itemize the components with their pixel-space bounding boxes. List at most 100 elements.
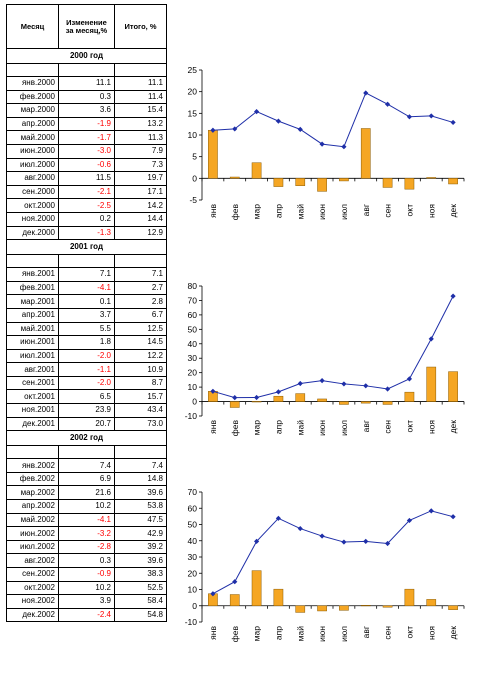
total-cell: 47.5 <box>114 512 167 528</box>
total-cell: 8.7 <box>114 375 167 391</box>
x-tick-label: мар <box>252 204 262 220</box>
series-line <box>212 510 454 595</box>
y-tick-label: 0 <box>192 397 197 407</box>
table-row: авг.2001 -1.1 10.9 <box>6 362 167 377</box>
bar <box>317 178 327 192</box>
total-cell: 12.5 <box>114 321 167 337</box>
month-cell: дек.2000 <box>6 225 59 241</box>
change-cell: 10.2 <box>58 580 115 596</box>
x-tick-label: дек <box>448 204 458 218</box>
month-cell: сен.2000 <box>6 184 59 200</box>
line-point <box>363 383 369 389</box>
total-cell: 11.4 <box>114 89 167 105</box>
line-point <box>450 119 456 126</box>
table-row: фев.2000 0.3 11.4 <box>6 89 167 105</box>
month-cell: авг.2002 <box>6 553 59 568</box>
total-cell: 11.3 <box>114 130 167 145</box>
x-tick-label: фев <box>230 204 240 221</box>
month-cell: ноя.2001 <box>6 403 59 418</box>
x-tick-label: дек <box>448 420 458 434</box>
y-tick-label: 50 <box>188 324 198 334</box>
y-tick-label: 60 <box>188 503 198 513</box>
y-tick-label: 20 <box>188 568 198 578</box>
table-row: фев.2002 6.9 14.8 <box>6 471 167 487</box>
line-point <box>275 118 282 124</box>
chart-2002: -10 0 10 20 30 40 50 60 70 янв фев мар апр май июн июл а… <box>185 487 465 642</box>
month-cell: сен.2001 <box>6 375 59 391</box>
line-point <box>319 533 325 539</box>
line-point <box>253 394 260 401</box>
total-cell: 12.2 <box>114 348 167 364</box>
bar <box>229 594 240 606</box>
change-cell: -2.1 <box>58 184 115 200</box>
y-tick-label: 0 <box>192 173 197 183</box>
month-cell: июн.2000 <box>6 143 59 159</box>
x-tick-label: апр <box>273 420 283 434</box>
month-cell: авг.2001 <box>6 362 59 377</box>
bar <box>382 401 393 405</box>
total-cell: 2.7 <box>114 280 167 296</box>
chart-2001: -10 0 10 20 30 40 50 60 70 80 янв фев мар апр май июн ию… <box>185 281 465 437</box>
total-cell: 6.7 <box>114 307 167 323</box>
line-point <box>319 378 325 384</box>
change-cell: 0.3 <box>58 89 115 105</box>
total-cell: 19.7 <box>114 171 167 186</box>
blank-cell <box>114 63 167 77</box>
year-label: 2001 год <box>6 239 167 256</box>
table-row: ноя.2002 3.9 58.4 <box>6 594 167 609</box>
y-tick-label: 5 <box>192 152 197 162</box>
x-tick-label: янв <box>208 420 218 434</box>
y-tick-label: 30 <box>188 552 198 562</box>
change-cell: 3.7 <box>58 307 115 323</box>
x-tick-label: янв <box>208 204 218 218</box>
change-cell: -0.9 <box>58 567 115 582</box>
change-cell: -2.8 <box>58 539 115 555</box>
bar <box>273 588 284 607</box>
table-row: янв.2001 7.1 7.1 <box>6 267 167 282</box>
column-header: Итого, % <box>114 4 167 49</box>
table-row: авг.2000 11.5 19.7 <box>6 171 167 186</box>
table-row: дек.2000 -1.3 12.9 <box>6 225 167 241</box>
month-cell: июн.2001 <box>6 335 59 350</box>
x-tick-label: фев <box>230 420 240 437</box>
bar <box>448 605 458 610</box>
change-cell: -2.4 <box>58 607 115 623</box>
y-tick-label: -10 <box>185 617 198 627</box>
total-cell: 13.2 <box>114 116 167 132</box>
total-cell: 7.4 <box>114 458 167 473</box>
table-row: апр.2002 10.2 53.8 <box>6 499 167 514</box>
y-tick-label: 40 <box>188 536 198 546</box>
year-row: 2002 год <box>6 430 167 447</box>
y-tick-label: 40 <box>188 339 198 349</box>
bar <box>360 605 371 607</box>
column-header: Месяц <box>6 4 59 49</box>
y-tick-label: 20 <box>188 368 198 378</box>
line-point <box>297 126 303 132</box>
bar <box>404 178 415 190</box>
month-cell: июл.2001 <box>6 348 59 364</box>
y-tick-label: 50 <box>188 520 198 530</box>
month-cell: июл.2002 <box>6 539 59 555</box>
table-row: дек.2001 20.7 73.0 <box>6 416 167 432</box>
total-cell: 14.2 <box>114 198 167 213</box>
month-cell: янв.2002 <box>6 458 59 473</box>
bar <box>382 178 393 188</box>
change-cell: -2.0 <box>58 348 115 364</box>
bar <box>426 599 437 606</box>
y-tick-label: 15 <box>188 108 198 118</box>
month-cell: апр.2001 <box>6 307 59 323</box>
bar <box>339 178 349 182</box>
change-cell: -3.2 <box>58 526 115 541</box>
year-label: 2002 год <box>6 430 167 447</box>
line-point <box>406 114 413 120</box>
table-row: авг.2002 0.3 39.6 <box>6 553 167 568</box>
change-cell: 11.5 <box>58 171 115 186</box>
x-tick-label: июл <box>339 420 349 436</box>
change-cell: -0.6 <box>58 157 115 173</box>
change-cell: -4.1 <box>58 280 115 296</box>
table-row: окт.2000 -2.5 14.2 <box>6 198 167 213</box>
change-cell: 11.1 <box>58 76 115 91</box>
blank-cell <box>114 445 167 460</box>
total-cell: 14.4 <box>114 211 167 227</box>
x-tick-label: янв <box>208 626 218 640</box>
